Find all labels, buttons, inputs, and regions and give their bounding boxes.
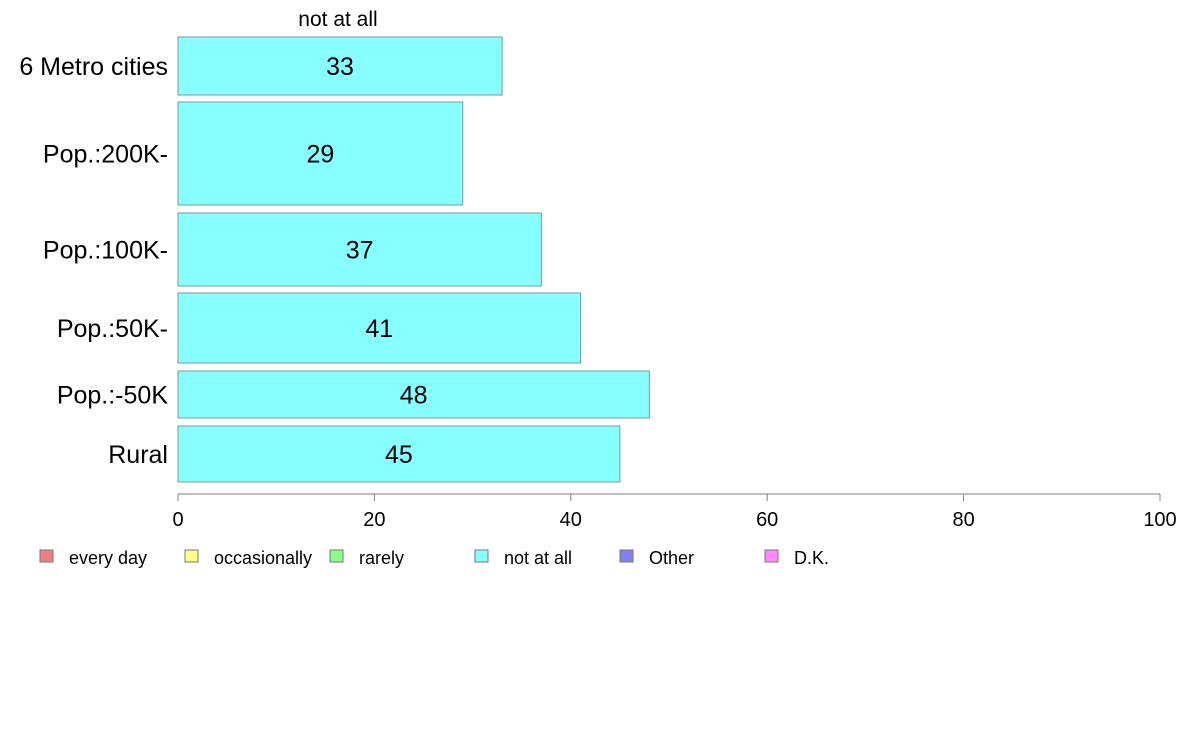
column-header: not at all <box>298 8 377 31</box>
x-tick-label: 80 <box>952 509 974 531</box>
category-label: Pop.:50K- <box>57 315 168 343</box>
bar-value-label: 45 <box>385 441 413 469</box>
category-label: 6 Metro cities <box>19 53 168 81</box>
legend-swatch <box>184 549 199 563</box>
bar-4 <box>177 292 582 364</box>
bar-value-label: 37 <box>346 237 374 265</box>
bar-value-label: 48 <box>400 382 428 410</box>
bar-value-label: 33 <box>326 53 354 81</box>
category-label: Pop.:100K- <box>43 237 168 265</box>
bar-1 <box>177 36 503 96</box>
legend-label: Other <box>649 548 694 568</box>
bar-5 <box>177 370 650 419</box>
legend-label: occasionally <box>214 548 312 568</box>
bar-value-label: 41 <box>365 315 393 343</box>
legend: every day occasionally rarely not at all Oth… <box>39 548 829 568</box>
legend-swatch <box>619 549 634 563</box>
legend-swatch <box>474 549 489 563</box>
category-labels: 6 Metro cities Pop.:200K- Pop.:100K- Pop.:5… <box>19 53 168 469</box>
category-label: Pop.:200K- <box>43 141 168 169</box>
legend-label: every day <box>69 548 147 568</box>
x-tick-label: 40 <box>560 509 582 531</box>
x-tick-label: 20 <box>363 509 385 531</box>
bar-3 <box>177 212 542 287</box>
bar-6 <box>177 425 621 483</box>
x-axis: 0 20 40 60 80 100 <box>172 493 1177 531</box>
legend-label: rarely <box>359 548 404 568</box>
legend-swatch <box>764 549 779 563</box>
category-label: Rural <box>108 441 168 469</box>
legend-swatch <box>329 549 344 563</box>
x-tick-label: 100 <box>1143 509 1176 531</box>
x-tick-label: 60 <box>756 509 778 531</box>
bar-2 <box>177 101 464 206</box>
bar-value-label: 29 <box>306 141 334 169</box>
bars: 33 29 37 41 48 45 <box>177 36 650 483</box>
category-label: Pop.:-50K <box>57 382 169 410</box>
legend-label: not at all <box>504 548 572 568</box>
x-tick-label: 0 <box>172 509 183 531</box>
legend-swatch <box>39 549 54 563</box>
legend-label: D.K. <box>794 548 829 568</box>
